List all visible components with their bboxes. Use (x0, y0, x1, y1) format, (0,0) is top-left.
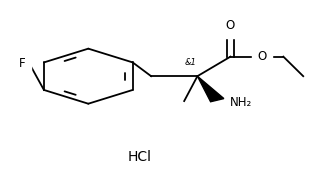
Text: NH₂: NH₂ (230, 96, 252, 109)
Text: &1: &1 (184, 58, 196, 67)
Text: O: O (257, 50, 267, 63)
Text: HCl: HCl (127, 150, 151, 164)
Text: O: O (226, 19, 235, 32)
Text: F: F (19, 57, 26, 70)
Polygon shape (198, 76, 224, 102)
